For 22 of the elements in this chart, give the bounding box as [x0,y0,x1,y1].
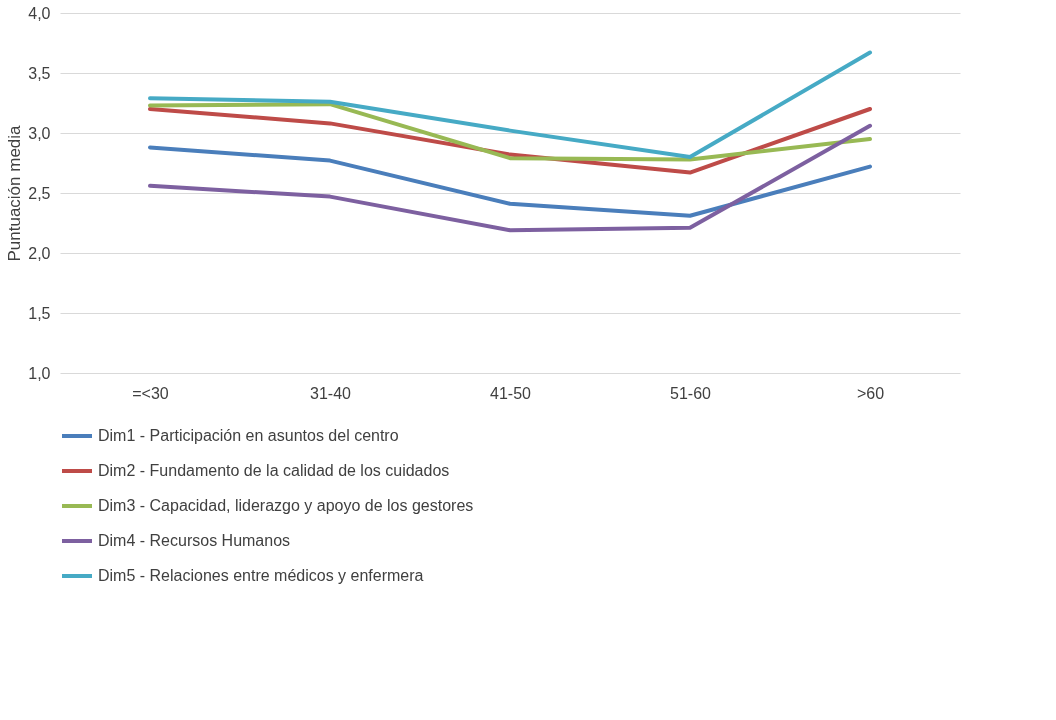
line-series [148,102,872,162]
legend-label: Dim3 - Capacidad, liderazgo y apoyo de los gestores [98,497,474,514]
x-tick-label: >60 [856,384,885,402]
line-series [148,145,872,218]
line-series [148,50,872,159]
y-tick-label: 1,0 [28,364,51,382]
legend-label: Dim5 - Relaciones entre médicos y enfermera [98,567,424,584]
x-tick-label: 51-60 [670,384,712,402]
y-tick-label: 4,0 [28,4,51,22]
x-tick-label: 31-40 [310,384,352,402]
legend-label: Dim1 - Participación en asuntos del centro [98,427,399,444]
line-series [148,123,872,233]
x-tick-label: =<30 [132,384,169,402]
y-tick-label: 1,5 [28,304,51,322]
legend-label: Dim4 - Recursos Humanos [98,532,291,549]
y-axis-title: Puntuación media [5,124,25,262]
legend-label: Dim2 - Fundamento de la calidad de los cuidados [98,462,450,479]
x-tick-label: 41-50 [490,384,532,402]
y-tick-label: 3,0 [28,124,51,142]
y-tick-label: 2,5 [28,184,51,202]
y-tick-label: 2,0 [28,244,51,262]
y-tick-label: 3,5 [28,64,51,82]
